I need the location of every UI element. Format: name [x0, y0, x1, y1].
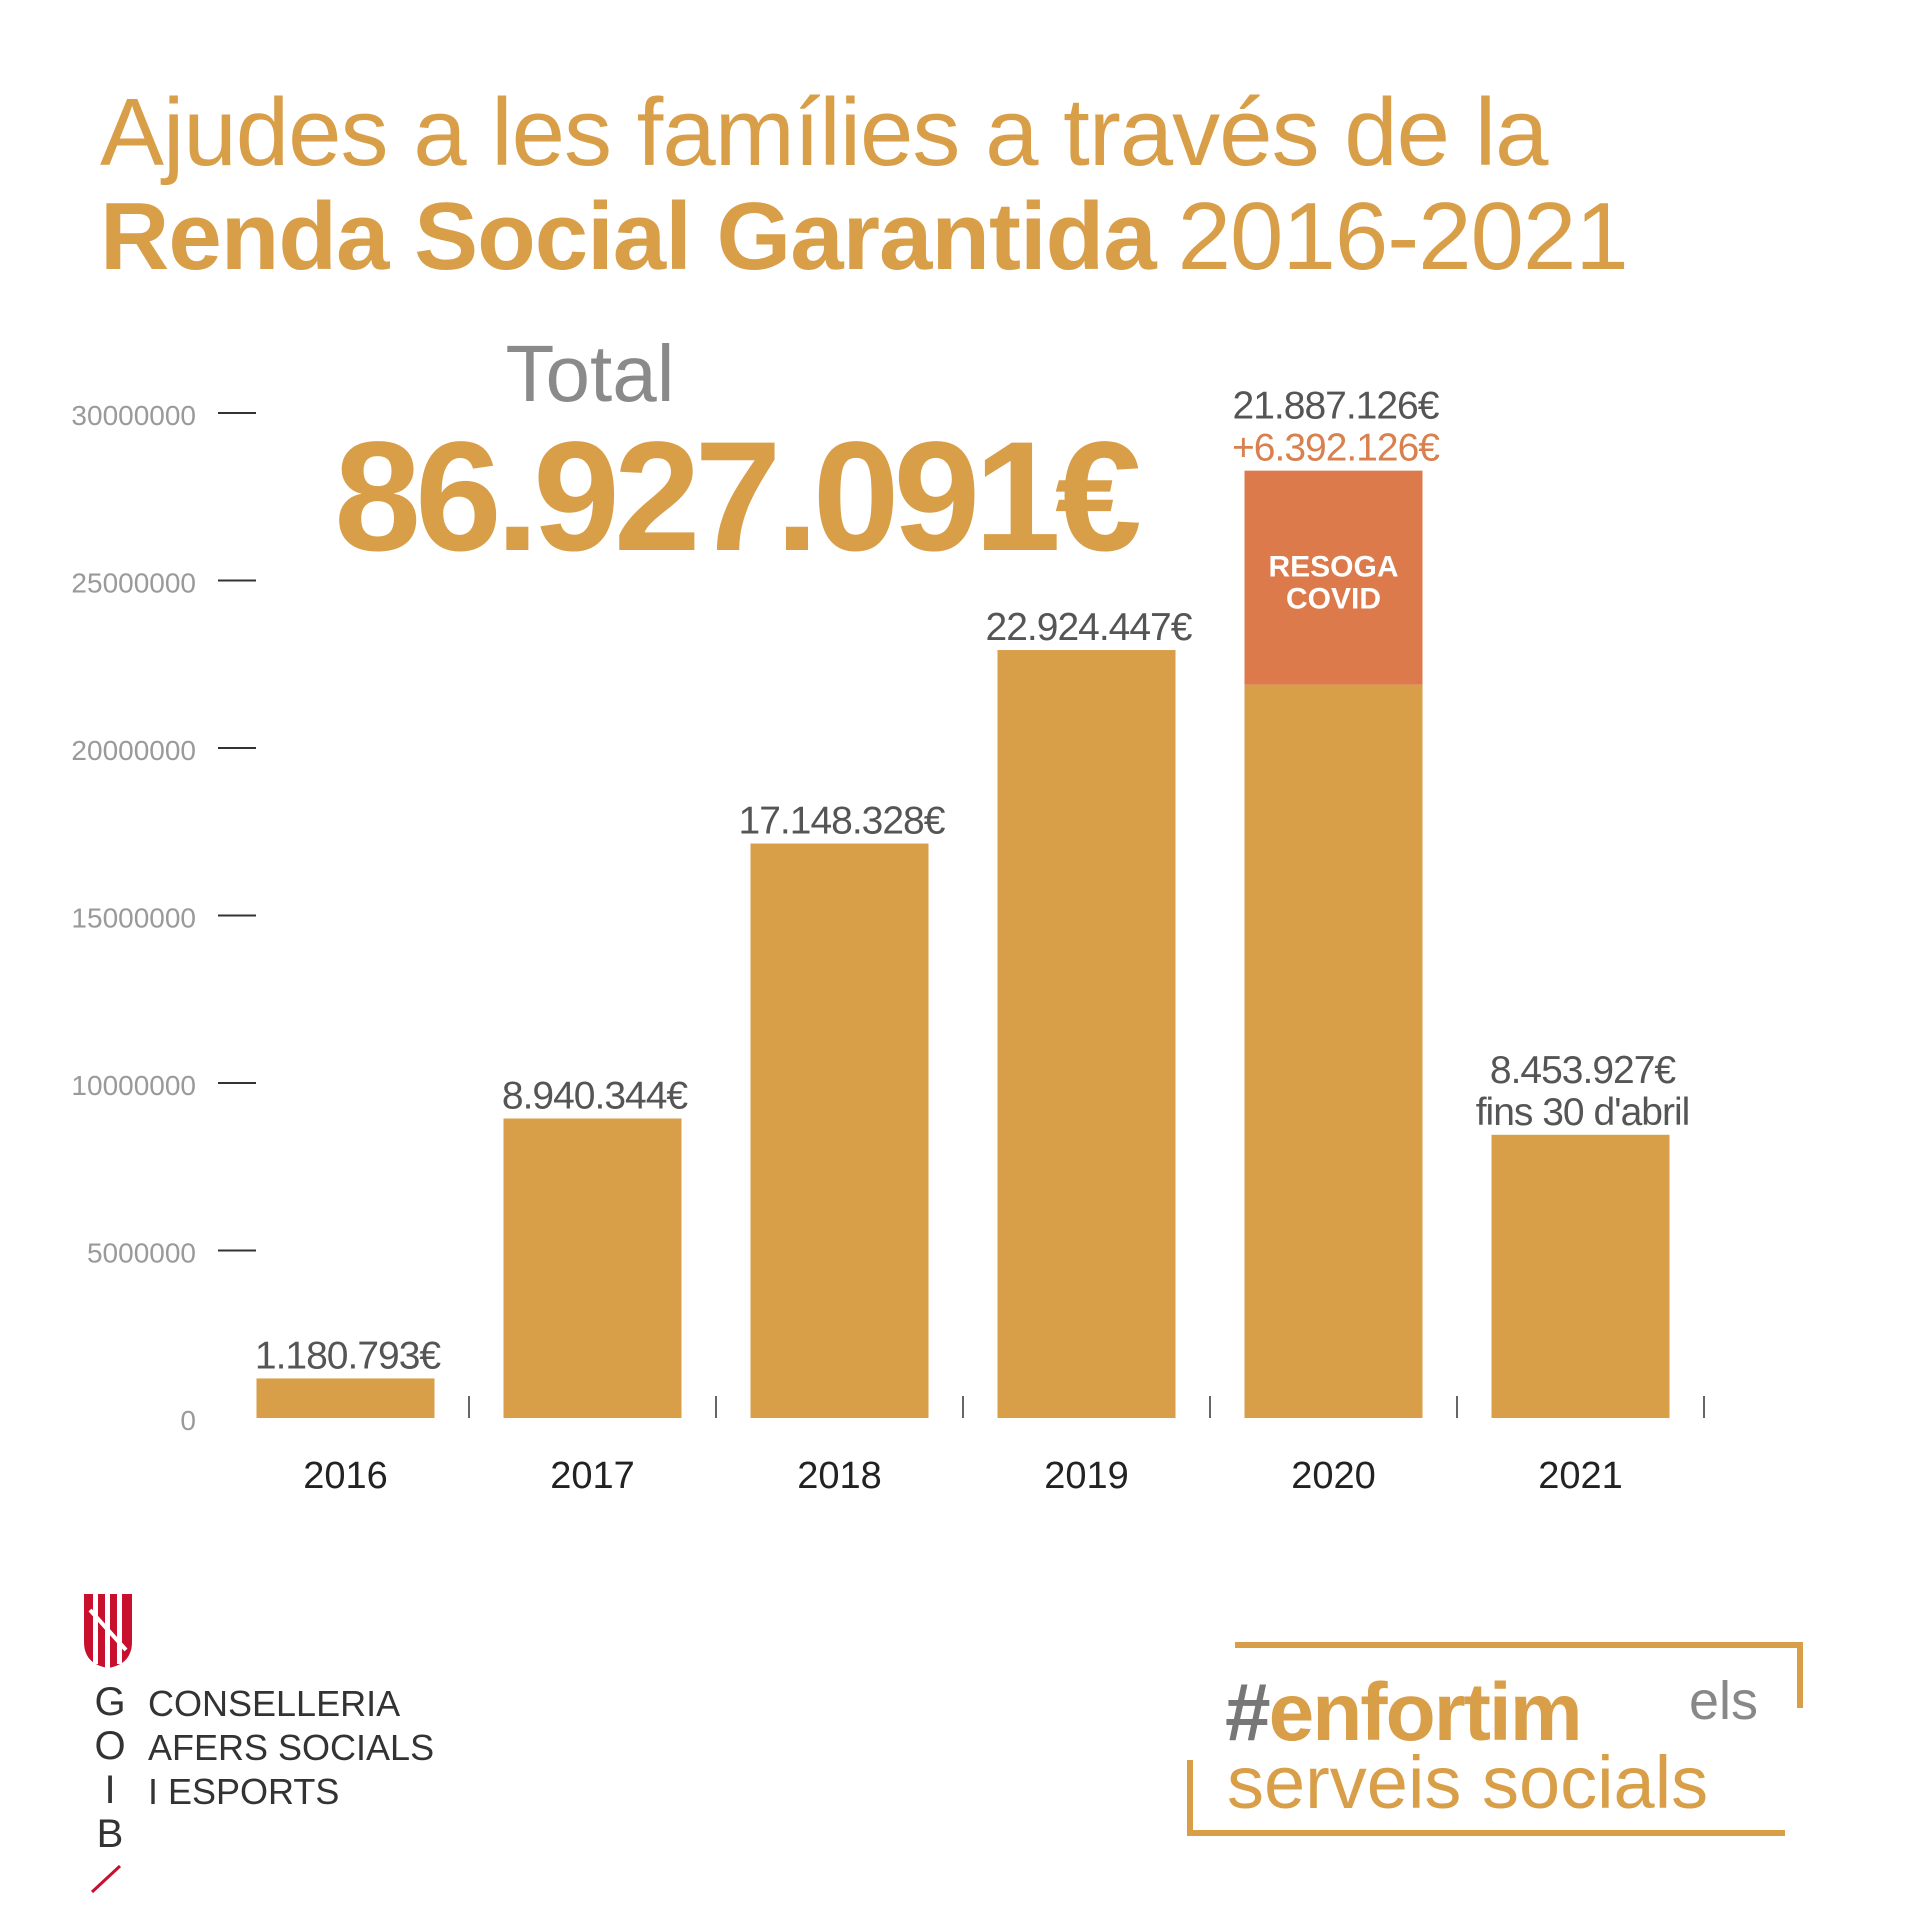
chart-title-line1: Ajudes a les famílies a través de la — [100, 79, 1548, 186]
title-program-name: Renda Social Garantida — [100, 183, 1157, 290]
covid-value-label: +6.392.126€ — [1232, 427, 1440, 470]
covid-bar-label: COVID — [1286, 583, 1381, 616]
y-tick-label: 20000000 — [71, 735, 196, 766]
title-years: 2016-2021 — [1177, 183, 1629, 290]
value-label: 8.453.927€ — [1490, 1049, 1677, 1092]
goib-letter: I — [104, 1768, 116, 1812]
coat-of-arms-icon — [84, 1594, 132, 1668]
chart-title-line2: Renda Social Garantida 2016-2021 — [100, 182, 1629, 292]
y-tick-label: 15000000 — [71, 903, 196, 934]
hash-sign: # — [1225, 1667, 1271, 1758]
y-tick-label: 0 — [180, 1405, 196, 1436]
goib-letter: O — [94, 1724, 126, 1768]
campaign-els: els — [1689, 1671, 1759, 1731]
x-tick-label: 2018 — [797, 1455, 882, 1497]
conselleria-line: AFERS SOCIALS — [148, 1727, 435, 1768]
bar — [503, 1118, 682, 1418]
value-label: 21.887.126€ — [1233, 385, 1440, 428]
y-tick-label: 5000000 — [87, 1238, 196, 1269]
y-tick-label: 30000000 — [71, 400, 196, 431]
x-tick-label: 2019 — [1044, 1455, 1129, 1497]
y-tick-label: 10000000 — [71, 1070, 196, 1101]
conselleria-name: CONSELLERIA AFERS SOCIALS I ESPORTS — [148, 1682, 434, 1814]
goib-letters: G O I B — [90, 1680, 130, 1856]
logo-slash-icon — [90, 1864, 122, 1894]
bar — [256, 1378, 435, 1418]
bar — [997, 650, 1176, 1418]
campaign-line2: serveis socials — [1227, 1741, 1709, 1824]
x-tick-label: 2017 — [550, 1455, 635, 1497]
campaign-frame — [1187, 1642, 1803, 1836]
covid-bar-label: RESOGA — [1268, 551, 1398, 584]
total-label: Total — [505, 329, 675, 418]
x-tick-label: 2020 — [1291, 1455, 1376, 1497]
campaign-logo: #enfortim els serveis socials — [1185, 1640, 1805, 1840]
x-tick-label: 2016 — [303, 1455, 388, 1497]
campaign-hashtag: #enfortim — [1225, 1666, 1583, 1760]
bar-covid — [1244, 470, 1423, 685]
conselleria-line: I ESPORTS — [148, 1771, 340, 1812]
value-label: 8.940.344€ — [502, 1074, 689, 1117]
goib-letter: B — [96, 1812, 124, 1856]
conselleria-line: CONSELLERIA — [148, 1683, 401, 1724]
bar — [750, 843, 929, 1418]
bar — [1244, 684, 1423, 1418]
total-value: 86.927.091€ — [334, 410, 1142, 584]
bar-chart: 0 5000000 10000000 15000000 20000000 25000000… — [71, 385, 1705, 1497]
value-label: 1.180.793€ — [255, 1334, 442, 1377]
bar — [1491, 1134, 1670, 1418]
campaign-word: enfortim — [1268, 1667, 1583, 1758]
goib-letter: G — [94, 1680, 126, 1724]
value-label: fins 30 d'abril — [1476, 1091, 1690, 1134]
value-label: 22.924.447€ — [986, 606, 1193, 649]
y-tick-label: 25000000 — [71, 568, 196, 599]
x-tick-label: 2021 — [1538, 1455, 1623, 1497]
value-label: 17.148.328€ — [739, 800, 946, 843]
